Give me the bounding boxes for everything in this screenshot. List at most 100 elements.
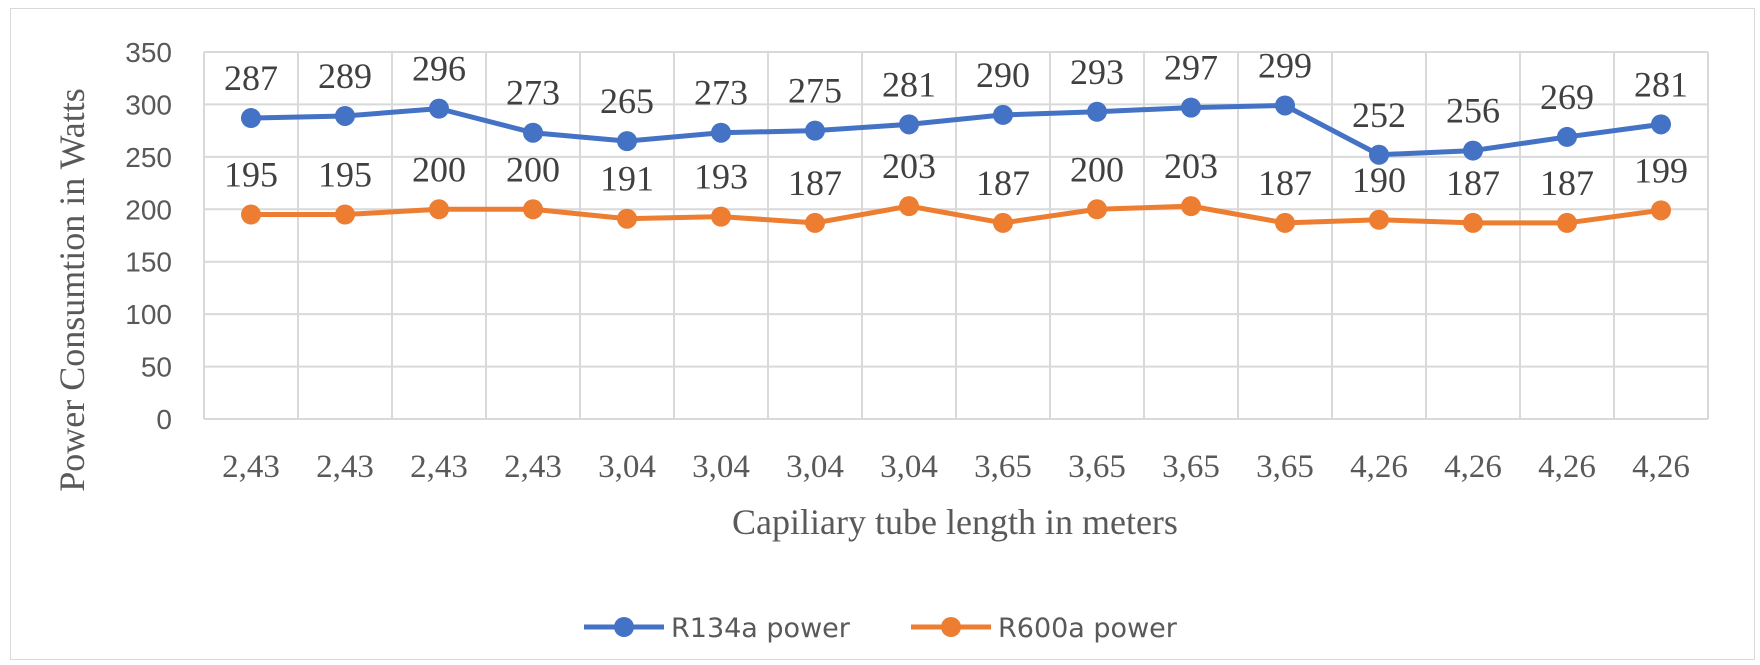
data-label: 297 — [1164, 48, 1218, 88]
data-label: 203 — [1164, 146, 1218, 186]
data-point — [1651, 114, 1671, 135]
data-label: 269 — [1540, 77, 1594, 117]
data-label: 287 — [224, 58, 278, 98]
data-label: 195 — [318, 155, 372, 195]
x-tick-label: 3,65 — [974, 449, 1032, 485]
x-tick-label: 2,43 — [316, 449, 374, 485]
x-tick-label: 2,43 — [504, 449, 562, 485]
x-tick-label: 4,26 — [1444, 449, 1502, 485]
data-point — [993, 212, 1013, 233]
y-tick-label: 100 — [125, 299, 172, 330]
data-label: 190 — [1352, 160, 1406, 200]
data-point — [523, 199, 543, 220]
data-point — [1087, 101, 1107, 122]
data-label: 252 — [1352, 95, 1406, 135]
data-label: 293 — [1070, 52, 1124, 92]
legend-item: R134a power — [584, 613, 851, 644]
data-label: 296 — [412, 49, 466, 89]
data-point — [335, 204, 355, 225]
data-label: 187 — [1446, 163, 1500, 203]
data-point — [617, 208, 637, 229]
data-label: 299 — [1258, 45, 1312, 85]
x-tick-label: 3,04 — [880, 449, 938, 485]
data-label: 290 — [976, 55, 1030, 95]
data-point — [1557, 126, 1577, 147]
y-tick-label: 200 — [125, 194, 172, 225]
data-point — [1181, 97, 1201, 118]
data-point — [1557, 212, 1577, 233]
data-point — [1181, 196, 1201, 217]
data-label: 256 — [1446, 91, 1500, 131]
y-tick-label: 250 — [125, 142, 172, 173]
data-point — [1369, 209, 1389, 230]
data-point — [523, 122, 543, 143]
data-label: 187 — [1540, 163, 1594, 203]
data-label: 193 — [694, 157, 748, 197]
data-labels: 287 289 296 273 265 273 275 281 290 293 297 299 252 2… — [224, 45, 1688, 202]
data-label: 187 — [788, 163, 842, 203]
data-point — [993, 104, 1013, 125]
data-label: 199 — [1634, 150, 1688, 190]
data-point — [899, 196, 919, 217]
data-point — [241, 108, 261, 129]
data-label: 200 — [506, 149, 560, 189]
y-tick-label: 350 — [125, 37, 172, 68]
data-label: 273 — [506, 73, 560, 113]
data-label: 200 — [1070, 149, 1124, 189]
data-point — [429, 199, 449, 220]
data-point — [1463, 212, 1483, 233]
data-point — [429, 98, 449, 119]
data-label: 265 — [600, 81, 654, 121]
data-point — [1463, 140, 1483, 161]
y-tick-label: 50 — [141, 352, 172, 383]
y-axis-title: Power Consumtion in Watts — [52, 88, 92, 491]
data-label: 195 — [224, 155, 278, 195]
x-tick-label: 3,04 — [786, 449, 844, 485]
data-label: 191 — [600, 159, 654, 199]
data-label: 281 — [1634, 64, 1688, 104]
y-tick-label: 0 — [156, 404, 172, 435]
data-point — [805, 120, 825, 141]
data-point — [241, 204, 261, 225]
x-tick-label: 4,26 — [1538, 449, 1596, 485]
x-axis-title: Capiliary tube length in meters — [732, 502, 1178, 542]
legend-label: R600a power — [998, 613, 1178, 644]
series-layer — [241, 95, 1671, 233]
legend-swatch-marker — [614, 617, 634, 637]
legend-item: R600a power — [911, 613, 1178, 644]
data-label: 281 — [882, 64, 936, 104]
data-point — [617, 131, 637, 152]
series-line — [248, 102, 1664, 158]
data-label: 273 — [694, 73, 748, 113]
x-tick-label: 3,65 — [1068, 449, 1126, 485]
data-point — [1275, 95, 1295, 116]
data-label: 289 — [318, 56, 372, 96]
data-label: 275 — [788, 71, 842, 111]
series-line — [248, 203, 1664, 226]
x-tick-label: 3,65 — [1256, 449, 1314, 485]
legend-swatch-marker — [941, 617, 961, 637]
x-tick-label: 2,43 — [410, 449, 468, 485]
data-point — [711, 206, 731, 227]
gridlines — [203, 51, 1709, 420]
data-label: 187 — [976, 163, 1030, 203]
y-tick-label: 150 — [125, 247, 172, 278]
y-tick-label: 300 — [125, 89, 172, 120]
legend-label: R134a power — [671, 613, 851, 644]
data-point — [1087, 199, 1107, 220]
x-tick-label: 4,26 — [1632, 449, 1690, 485]
y-axis-ticks: 0 50 100 150 200 250 300 350 — [125, 37, 172, 435]
data-label: 203 — [882, 146, 936, 186]
data-point — [899, 114, 919, 135]
x-tick-label: 3,04 — [692, 449, 750, 485]
data-point — [335, 105, 355, 126]
data-point — [1275, 212, 1295, 233]
x-axis-ticks: 2,43 2,43 2,43 2,43 3,04 3,04 3,04 3,04 3,65 3,65… — [222, 449, 1690, 485]
data-point — [1369, 144, 1389, 165]
x-tick-label: 4,26 — [1350, 449, 1408, 485]
data-point — [711, 122, 731, 143]
data-point — [1651, 200, 1671, 221]
data-label: 200 — [412, 149, 466, 189]
legend: R134a power R600a power — [584, 613, 1178, 644]
